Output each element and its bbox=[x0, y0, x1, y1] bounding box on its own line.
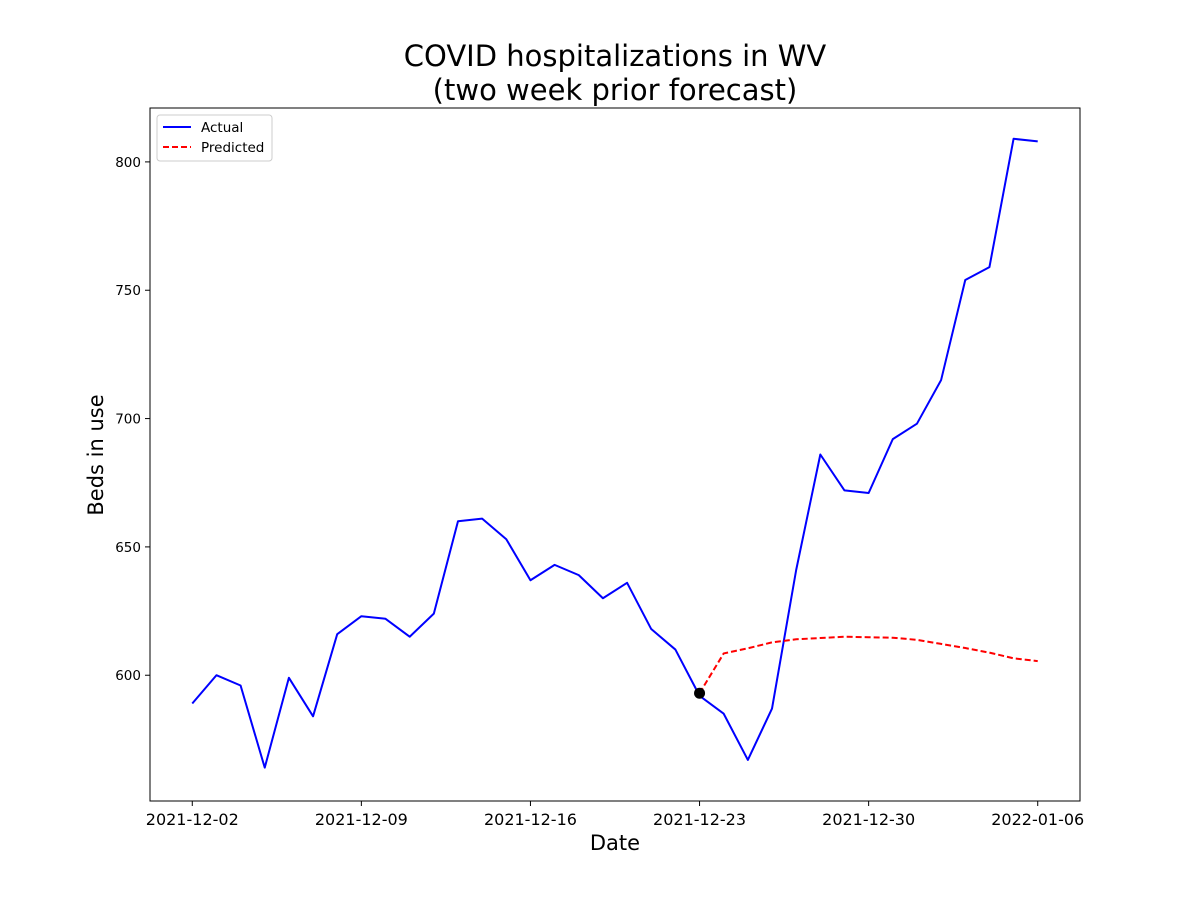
chart-title-line1: COVID hospitalizations in WV bbox=[404, 39, 827, 73]
plot-frame bbox=[149, 107, 1081, 802]
x-axis-label: Date bbox=[590, 831, 640, 855]
x-tick-label: 2021-12-09 bbox=[315, 810, 408, 829]
series-line-actual bbox=[191, 137, 1038, 769]
legend-label-predicted: Predicted bbox=[201, 140, 264, 156]
series-line-predicted bbox=[698, 635, 1038, 694]
forecast-start-marker bbox=[694, 687, 706, 699]
plot-area bbox=[191, 137, 1038, 769]
x-tick-label: 2021-12-30 bbox=[822, 810, 915, 829]
y-tick-label: 600 bbox=[115, 668, 141, 684]
x-axis: 2021-12-02 2021-12-09 2021-12-16 2021-12-23… bbox=[146, 801, 1084, 829]
y-tick-label: 650 bbox=[115, 540, 141, 556]
y-tick-label: 800 bbox=[115, 155, 141, 171]
x-tick-label: 2021-12-02 bbox=[146, 810, 239, 829]
legend-label-actual: Actual bbox=[201, 120, 243, 136]
x-tick-label: 2022-01-06 bbox=[991, 810, 1084, 829]
y-axis: 600 650 700 750 800 bbox=[115, 155, 150, 684]
y-tick-label: 700 bbox=[115, 412, 141, 428]
chart-title-line2: (two week prior forecast) bbox=[433, 73, 798, 107]
y-axis-label: Beds in use bbox=[84, 394, 108, 515]
legend: Actual Predicted bbox=[156, 114, 273, 162]
x-tick-label: 2021-12-16 bbox=[484, 810, 577, 829]
x-tick-label: 2021-12-23 bbox=[653, 810, 746, 829]
y-tick-label: 750 bbox=[115, 283, 141, 299]
